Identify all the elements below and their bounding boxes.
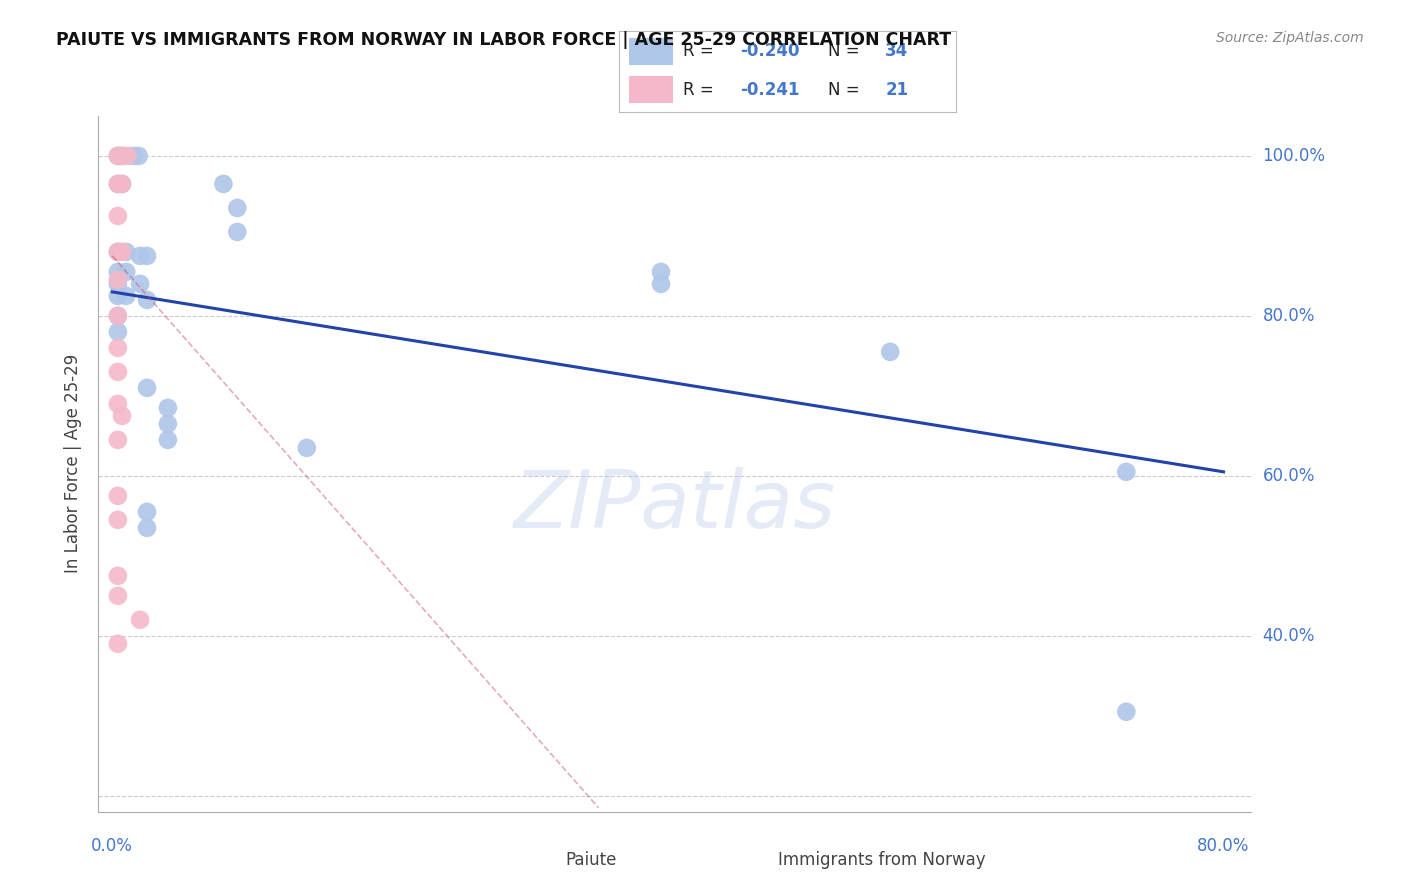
Point	[226, 225, 249, 239]
Point	[129, 277, 152, 291]
Point	[107, 244, 129, 259]
Point	[107, 341, 129, 355]
Point	[136, 293, 159, 307]
Text: -0.241: -0.241	[740, 81, 800, 99]
Point	[1115, 465, 1137, 479]
Point	[156, 433, 179, 447]
Bar	[628, 76, 672, 103]
Point	[107, 513, 129, 527]
Point	[212, 177, 235, 191]
Text: ZIPatlas: ZIPatlas	[513, 467, 837, 545]
Point	[115, 265, 138, 279]
Point	[111, 409, 134, 423]
Point	[156, 417, 179, 431]
Text: 34: 34	[886, 42, 908, 61]
Point	[107, 569, 129, 583]
Point	[107, 289, 129, 303]
Point	[107, 265, 129, 279]
Point	[107, 244, 129, 259]
Point	[107, 309, 129, 323]
Text: 21: 21	[886, 81, 908, 99]
Text: 0.0%: 0.0%	[91, 837, 134, 855]
Point	[107, 149, 129, 163]
Point	[107, 365, 129, 379]
Point	[107, 209, 129, 223]
Point	[129, 613, 152, 627]
Point	[107, 273, 129, 287]
Text: Paiute: Paiute	[565, 851, 617, 869]
Point	[107, 397, 129, 411]
Point	[650, 277, 672, 291]
Point	[122, 149, 145, 163]
Point	[156, 401, 179, 415]
Text: Immigrants from Norway: Immigrants from Norway	[778, 851, 986, 869]
Point	[136, 505, 159, 519]
Point	[107, 433, 129, 447]
Point	[650, 265, 672, 279]
Point	[107, 277, 129, 291]
Text: -0.240: -0.240	[740, 42, 800, 61]
Point	[107, 309, 129, 323]
Point	[107, 489, 129, 503]
Point	[111, 177, 134, 191]
Text: 80.0%: 80.0%	[1263, 307, 1315, 325]
Text: PAIUTE VS IMMIGRANTS FROM NORWAY IN LABOR FORCE | AGE 25-29 CORRELATION CHART: PAIUTE VS IMMIGRANTS FROM NORWAY IN LABO…	[56, 31, 952, 49]
Text: 60.0%: 60.0%	[1263, 467, 1315, 485]
Point	[115, 289, 138, 303]
Point	[129, 249, 152, 263]
Point	[111, 177, 134, 191]
Point	[111, 244, 134, 259]
Point	[136, 249, 159, 263]
Text: 80.0%: 80.0%	[1198, 837, 1250, 855]
Point	[117, 149, 139, 163]
Point	[295, 441, 318, 455]
Text: R =: R =	[683, 42, 718, 61]
Point	[107, 589, 129, 603]
Point	[107, 637, 129, 651]
Point	[107, 177, 129, 191]
Text: N =: N =	[828, 42, 865, 61]
Point	[115, 244, 138, 259]
Point	[107, 149, 129, 163]
Point	[136, 381, 159, 395]
Text: 100.0%: 100.0%	[1263, 147, 1326, 165]
Text: 40.0%: 40.0%	[1263, 627, 1315, 645]
Point	[111, 149, 134, 163]
Point	[111, 149, 134, 163]
Point	[107, 325, 129, 339]
Point	[226, 201, 249, 215]
Point	[1115, 705, 1137, 719]
Y-axis label: In Labor Force | Age 25-29: In Labor Force | Age 25-29	[65, 354, 83, 574]
Bar	[628, 37, 672, 65]
Text: R =: R =	[683, 81, 718, 99]
Text: Source: ZipAtlas.com: Source: ZipAtlas.com	[1216, 31, 1364, 45]
Text: N =: N =	[828, 81, 865, 99]
Point	[879, 344, 901, 359]
Point	[136, 521, 159, 535]
Point	[107, 177, 129, 191]
Point	[128, 149, 150, 163]
